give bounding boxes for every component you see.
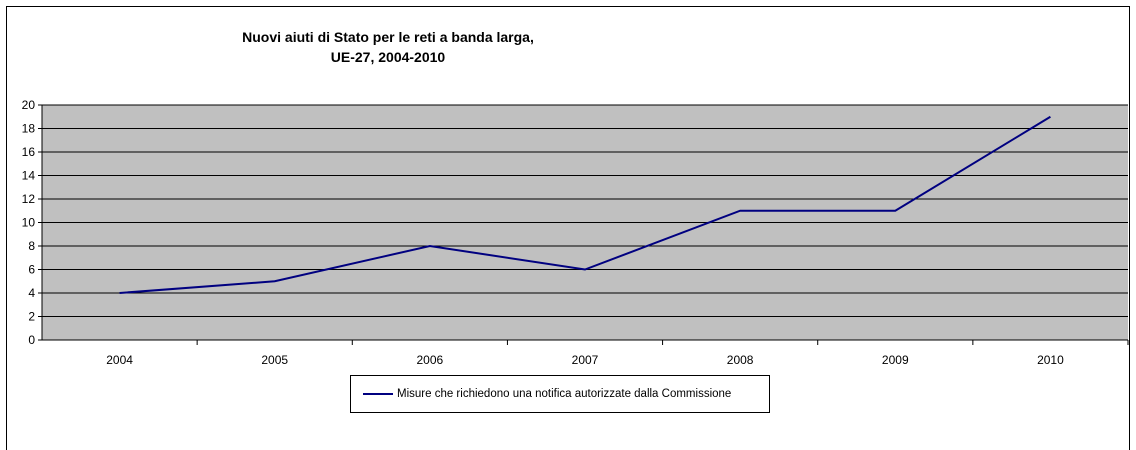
x-tick-labels: 2004 2005 2006 2007 2008 2009 2010 xyxy=(106,353,1064,367)
y-tick-label: 2 xyxy=(28,310,35,324)
axes xyxy=(38,104,1129,345)
x-tick-label: 2008 xyxy=(727,353,754,367)
y-tick-label: 4 xyxy=(28,286,35,300)
series-line xyxy=(119,115,1051,294)
x-tick-label: 2010 xyxy=(1037,353,1064,367)
chart-title-line-1: Nuovi aiuti di Stato per le reti a banda… xyxy=(242,29,534,45)
legend-swatch xyxy=(363,393,393,395)
legend: Misure che richiedono una notifica autor… xyxy=(350,375,770,413)
y-tick-label: 16 xyxy=(22,145,36,159)
legend-label: Misure che richiedono una notifica autor… xyxy=(397,388,732,400)
y-tick-label: 8 xyxy=(28,239,35,253)
x-tick-label: 2006 xyxy=(417,353,444,367)
y-tick-label: 14 xyxy=(22,169,36,183)
y-tick-label: 20 xyxy=(22,98,36,112)
y-tick-label: 10 xyxy=(22,216,36,230)
y-tick-label: 18 xyxy=(22,122,36,136)
y-tick-labels: 0 2 4 6 8 10 12 14 16 18 20 xyxy=(22,98,36,347)
x-tick-label: 2005 xyxy=(261,353,288,367)
x-tick-label: 2009 xyxy=(882,353,909,367)
x-tick-label: 2007 xyxy=(572,353,599,367)
y-tick-label: 6 xyxy=(28,263,35,277)
chart-title-line-2: UE-27, 2004-2010 xyxy=(330,49,446,65)
series-group xyxy=(119,115,1051,294)
y-tick-label: 12 xyxy=(22,192,36,206)
y-tick-label: 0 xyxy=(28,333,35,347)
x-tick-label: 2004 xyxy=(106,353,133,367)
